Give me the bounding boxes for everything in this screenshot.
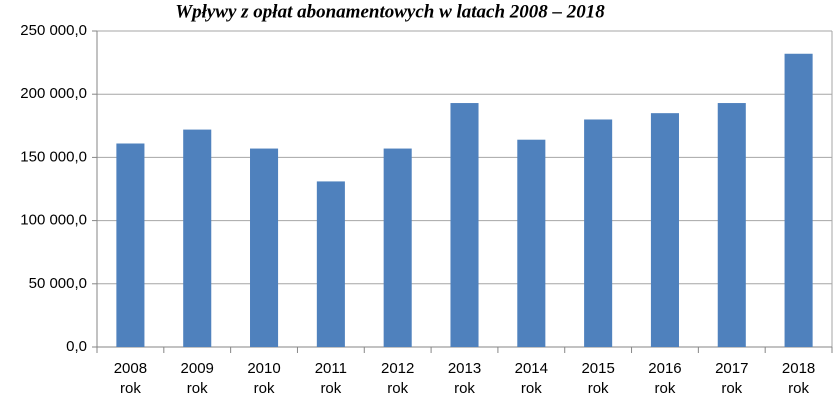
bar [450,103,479,347]
x-tick-label: 2013 rok [447,360,482,397]
bar [650,113,679,347]
bar [183,129,212,347]
chart-title: Wpływy z opłat abonamentowych w latach 2… [175,1,605,22]
bar [717,103,746,347]
x-tick-label: 2011 rok [314,360,347,397]
x-tick-label: 2009 rok [180,360,214,397]
bar [316,181,345,347]
y-tick-label: 0,0 [66,338,87,355]
x-tick-label: 2017 rok [715,360,749,397]
x-tick-label: 2012 rok [380,360,415,397]
y-tick-label: 200 000,0 [20,85,87,102]
x-tick-label: 2010 rok [247,360,281,397]
x-tick-label: 2015 rok [581,360,615,397]
bar [784,53,813,347]
bar [250,148,279,347]
bar [517,139,546,347]
bar [116,143,145,347]
x-tick-label: 2018 rok [781,360,816,397]
bar [383,148,412,347]
y-tick-label: 50 000,0 [29,275,87,292]
x-tick-label: 2016 rok [648,360,682,397]
x-tick-label: 2014 rok [514,360,548,397]
y-tick-label: 100 000,0 [20,212,87,229]
y-tick-label: 150 000,0 [20,148,87,165]
y-tick-label: 250 000,0 [20,22,87,39]
x-tick-label: 2008 rok [113,360,148,397]
bar [584,119,613,347]
